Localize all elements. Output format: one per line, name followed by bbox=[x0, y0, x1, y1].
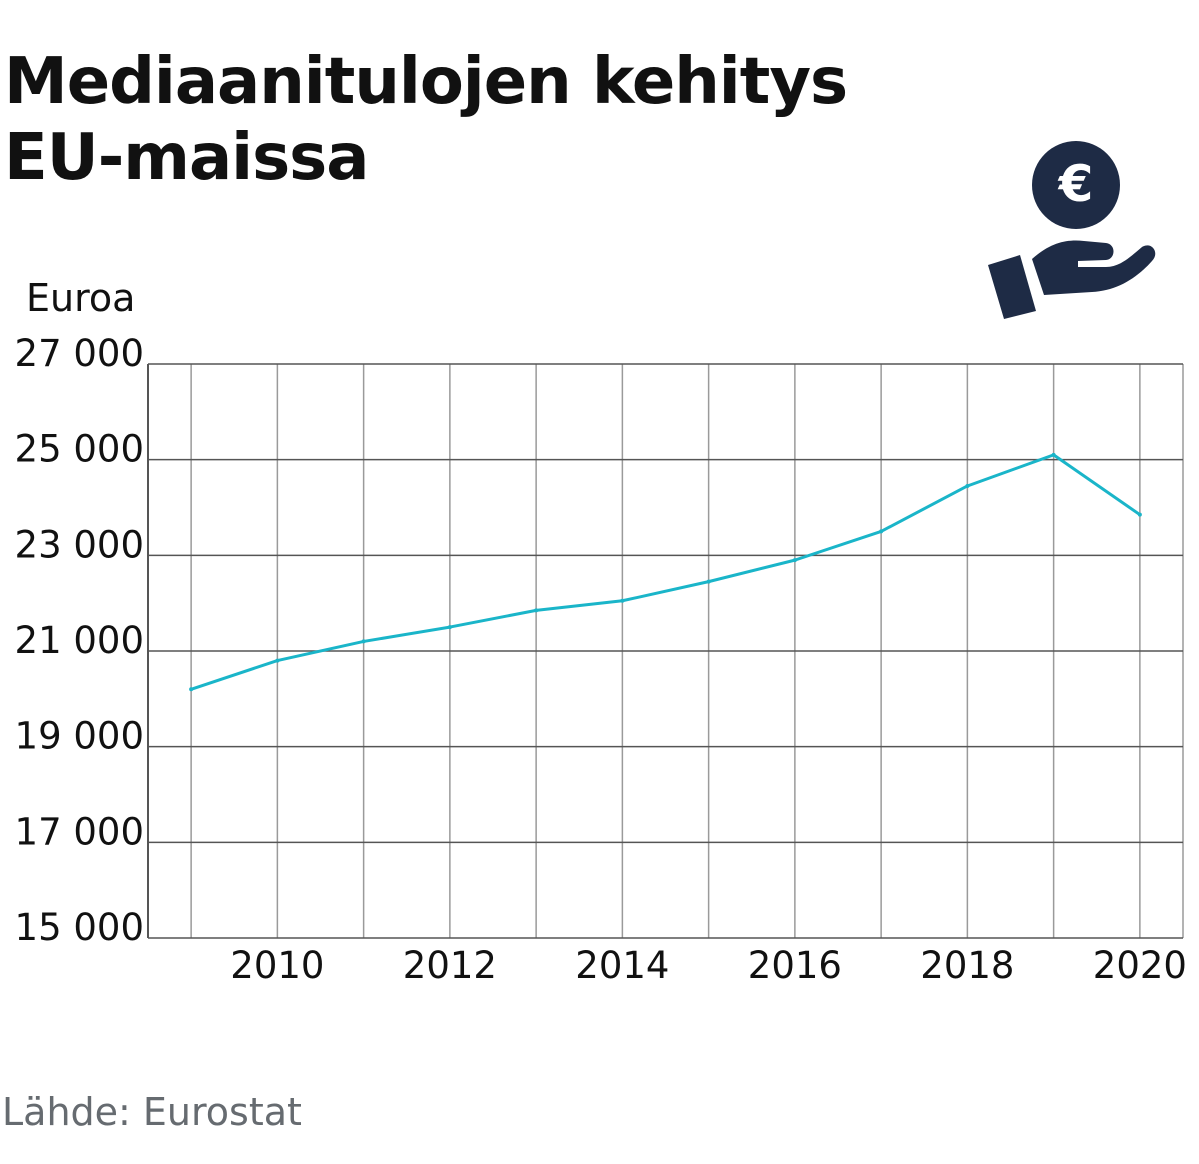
x-tick-label: 2010 bbox=[230, 944, 324, 987]
y-tick-label: 25 000 bbox=[15, 428, 144, 471]
open-hand-icon bbox=[988, 240, 1156, 319]
y-tick-label: 15 000 bbox=[15, 906, 144, 949]
data-point bbox=[1051, 452, 1056, 457]
data-point bbox=[879, 529, 884, 534]
data-point bbox=[620, 598, 625, 603]
data-point bbox=[189, 687, 194, 692]
data-point bbox=[1137, 512, 1142, 517]
grid-layer bbox=[148, 363, 1184, 939]
source-note: Lähde: Eurostat bbox=[2, 1090, 302, 1134]
series-layer bbox=[189, 452, 1142, 692]
data-point bbox=[361, 639, 366, 644]
x-tick-label: 2014 bbox=[575, 944, 669, 987]
chart-title-line-2: EU-maissa bbox=[4, 121, 369, 195]
y-tick-label: 27 000 bbox=[15, 332, 144, 375]
data-point bbox=[275, 658, 280, 663]
data-point bbox=[792, 558, 797, 563]
x-tick-label: 2018 bbox=[920, 944, 1014, 987]
hand-holding-euro-coin-icon: € bbox=[980, 135, 1160, 329]
x-tick-label: 2020 bbox=[1093, 944, 1187, 987]
euro-sign-icon: € bbox=[1058, 155, 1094, 213]
chart-title-line-1: Mediaanitulojen kehitys bbox=[4, 45, 848, 119]
line-chart: 15 000 17 000 19 000 21 000 23 000 25 000 27 0… bbox=[15, 332, 1187, 987]
x-tick-label: 2016 bbox=[748, 944, 842, 987]
y-tick-label: 23 000 bbox=[15, 523, 144, 566]
data-point bbox=[534, 608, 539, 613]
data-point bbox=[965, 483, 970, 488]
y-tick-label: 19 000 bbox=[15, 715, 144, 758]
y-tick-label: 21 000 bbox=[15, 619, 144, 662]
data-point bbox=[447, 625, 452, 630]
y-tick-label: 17 000 bbox=[15, 810, 144, 853]
chart-title: Mediaanitulojen kehitys EU-maissa bbox=[4, 44, 848, 196]
series-line bbox=[190, 453, 1141, 691]
euro-coin-icon bbox=[1032, 141, 1120, 229]
x-tick-label: 2012 bbox=[403, 944, 497, 987]
data-point bbox=[706, 579, 711, 584]
y-axis-unit-label: Euroa bbox=[26, 276, 136, 320]
axis-layer: 15 000 17 000 19 000 21 000 23 000 25 000 27 0… bbox=[15, 332, 1187, 987]
